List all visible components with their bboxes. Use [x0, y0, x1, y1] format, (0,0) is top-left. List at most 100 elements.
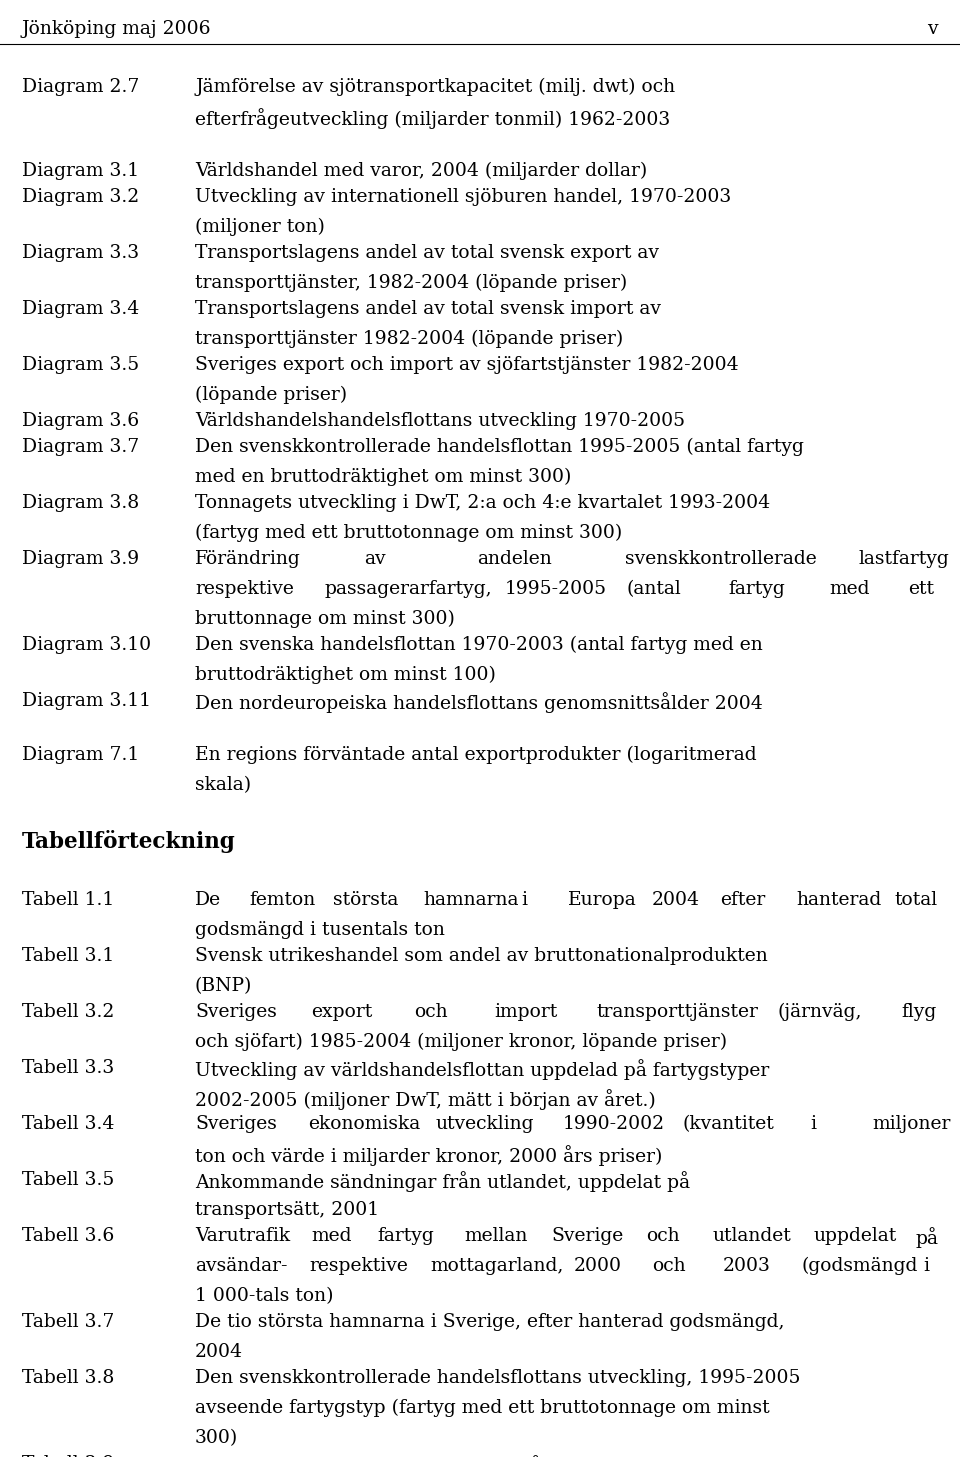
Text: mottagarland,: mottagarland,: [430, 1257, 564, 1275]
Text: Tabellförteckning: Tabellförteckning: [22, 830, 236, 852]
Text: största: största: [333, 892, 398, 909]
Text: (kvantitet: (kvantitet: [683, 1115, 775, 1134]
Text: Diagram 3.6: Diagram 3.6: [22, 412, 139, 430]
Text: av: av: [365, 549, 386, 568]
Text: 1 000-tals ton): 1 000-tals ton): [195, 1287, 333, 1305]
Text: Sveriges: Sveriges: [195, 1002, 276, 1021]
Text: efter: efter: [721, 892, 766, 909]
Text: Diagram 3.10: Diagram 3.10: [22, 637, 151, 654]
Text: Tabell 3.9: Tabell 3.9: [22, 1456, 114, 1457]
Text: Diagram 7.1: Diagram 7.1: [22, 746, 139, 763]
Text: Sveriges export och import av sjöfartstjänster 1982-2004: Sveriges export och import av sjöfartstj…: [195, 356, 738, 374]
Text: Diagram 3.2: Diagram 3.2: [22, 188, 139, 205]
Text: Diagram 3.9: Diagram 3.9: [22, 549, 139, 568]
Text: avseende fartygstyp (fartyg med ett bruttotonnage om minst: avseende fartygstyp (fartyg med ett brut…: [195, 1399, 770, 1418]
Text: Jämförelse av sjötransportkapacitet (milj. dwt) och: Jämförelse av sjötransportkapacitet (mil…: [195, 79, 675, 96]
Text: Sveriges: Sveriges: [195, 1115, 276, 1134]
Text: Tabell 3.7: Tabell 3.7: [22, 1313, 114, 1332]
Text: (antal: (antal: [627, 580, 682, 597]
Text: hamnarna: hamnarna: [423, 892, 518, 909]
Text: med: med: [829, 580, 870, 597]
Text: SIKA: Den svenska handelsflottans åldersfördelning 2003: SIKA: Den svenska handelsflottans ålders…: [195, 1456, 740, 1457]
Text: Diagram 3.7: Diagram 3.7: [22, 439, 139, 456]
Text: Jönköping maj 2006: Jönköping maj 2006: [22, 20, 211, 38]
Text: Utveckling av internationell sjöburen handel, 1970-2003: Utveckling av internationell sjöburen ha…: [195, 188, 732, 205]
Text: Diagram 3.4: Diagram 3.4: [22, 300, 139, 318]
Text: (godsmängd: (godsmängd: [802, 1257, 918, 1275]
Text: import: import: [494, 1002, 558, 1021]
Text: v: v: [927, 20, 938, 38]
Text: 2002-2005 (miljoner DwT, mätt i början av året.): 2002-2005 (miljoner DwT, mätt i början a…: [195, 1088, 656, 1110]
Text: Transportslagens andel av total svensk import av: Transportslagens andel av total svensk i…: [195, 300, 661, 318]
Text: uppdelat: uppdelat: [814, 1227, 898, 1244]
Text: Den nordeuropeiska handelsflottans genomsnittsålder 2004: Den nordeuropeiska handelsflottans genom…: [195, 692, 763, 712]
Text: lastfartyg: lastfartyg: [858, 549, 949, 568]
Text: Tabell 3.5: Tabell 3.5: [22, 1171, 114, 1189]
Text: (löpande priser): (löpande priser): [195, 386, 348, 404]
Text: med: med: [311, 1227, 351, 1244]
Text: med en bruttodräktighet om minst 300): med en bruttodräktighet om minst 300): [195, 468, 571, 487]
Text: avsändar-: avsändar-: [195, 1257, 287, 1275]
Text: godsmängd i tusentals ton: godsmängd i tusentals ton: [195, 921, 444, 938]
Text: utveckling: utveckling: [435, 1115, 534, 1134]
Text: svenskkontrollerade: svenskkontrollerade: [625, 549, 816, 568]
Text: transporttjänster: transporttjänster: [597, 1002, 758, 1021]
Text: Tabell 3.2: Tabell 3.2: [22, 1002, 114, 1021]
Text: Diagram 3.5: Diagram 3.5: [22, 356, 139, 374]
Text: respektive: respektive: [195, 580, 294, 597]
Text: bruttonnage om minst 300): bruttonnage om minst 300): [195, 610, 455, 628]
Text: Diagram 2.7: Diagram 2.7: [22, 79, 139, 96]
Text: Den svenskkontrollerade handelsflottan 1995-2005 (antal fartyg: Den svenskkontrollerade handelsflottan 1…: [195, 439, 804, 456]
Text: miljoner: miljoner: [873, 1115, 951, 1134]
Text: 2004: 2004: [652, 892, 700, 909]
Text: 2000: 2000: [573, 1257, 621, 1275]
Text: Diagram 3.8: Diagram 3.8: [22, 494, 139, 511]
Text: 2004: 2004: [195, 1343, 243, 1361]
Text: Utveckling av världshandelsflottan uppdelad på fartygstyper: Utveckling av världshandelsflottan uppde…: [195, 1059, 769, 1080]
Text: Europa: Europa: [568, 892, 637, 909]
Text: Tabell 3.1: Tabell 3.1: [22, 947, 114, 965]
Text: andelen: andelen: [476, 549, 551, 568]
Text: ett: ett: [908, 580, 934, 597]
Text: och: och: [652, 1257, 685, 1275]
Text: Tabell 3.6: Tabell 3.6: [22, 1227, 114, 1244]
Text: 300): 300): [195, 1429, 238, 1447]
Text: Tabell 1.1: Tabell 1.1: [22, 892, 114, 909]
Text: flyg: flyg: [901, 1002, 937, 1021]
Text: bruttodräktighet om minst 100): bruttodräktighet om minst 100): [195, 666, 496, 685]
Text: Världshandelshandelsflottans utveckling 1970-2005: Världshandelshandelsflottans utveckling …: [195, 412, 685, 430]
Text: Förändring: Förändring: [195, 549, 300, 568]
Text: efterfrågeutveckling (miljarder tonmil) 1962-2003: efterfrågeutveckling (miljarder tonmil) …: [195, 108, 670, 130]
Text: och sjöfart) 1985-2004 (miljoner kronor, löpande priser): och sjöfart) 1985-2004 (miljoner kronor,…: [195, 1033, 727, 1052]
Text: transporttjänster 1982-2004 (löpande priser): transporttjänster 1982-2004 (löpande pri…: [195, 329, 623, 348]
Text: Ankommande sändningar från utlandet, uppdelat på: Ankommande sändningar från utlandet, upp…: [195, 1171, 690, 1192]
Text: och: och: [646, 1227, 680, 1244]
Text: Den svenskkontrollerade handelsflottans utveckling, 1995-2005: Den svenskkontrollerade handelsflottans …: [195, 1370, 801, 1387]
Text: (järnväg,: (järnväg,: [778, 1002, 862, 1021]
Text: ton och värde i miljarder kronor, 2000 års priser): ton och värde i miljarder kronor, 2000 å…: [195, 1145, 662, 1166]
Text: 2003: 2003: [723, 1257, 771, 1275]
Text: mellan: mellan: [465, 1227, 528, 1244]
Text: En regions förväntade antal exportprodukter (logaritmerad: En regions förväntade antal exportproduk…: [195, 746, 756, 765]
Text: Tabell 3.4: Tabell 3.4: [22, 1115, 114, 1134]
Text: Tabell 3.8: Tabell 3.8: [22, 1370, 114, 1387]
Text: utlandet: utlandet: [712, 1227, 791, 1244]
Text: Sverige: Sverige: [552, 1227, 624, 1244]
Text: (miljoner ton): (miljoner ton): [195, 219, 324, 236]
Text: i: i: [521, 892, 527, 909]
Text: fartyg: fartyg: [728, 580, 784, 597]
Text: Diagram 3.1: Diagram 3.1: [22, 162, 139, 181]
Text: Världshandel med varor, 2004 (miljarder dollar): Världshandel med varor, 2004 (miljarder …: [195, 162, 647, 181]
Text: i: i: [923, 1257, 929, 1275]
Text: Transportslagens andel av total svensk export av: Transportslagens andel av total svensk e…: [195, 243, 659, 262]
Text: Svensk utrikeshandel som andel av bruttonationalprodukten: Svensk utrikeshandel som andel av brutto…: [195, 947, 768, 965]
Text: femton: femton: [250, 892, 316, 909]
Text: transporttjänster, 1982-2004 (löpande priser): transporttjänster, 1982-2004 (löpande pr…: [195, 274, 627, 293]
Text: Tabell 3.3: Tabell 3.3: [22, 1059, 114, 1077]
Text: Den svenska handelsflottan 1970-2003 (antal fartyg med en: Den svenska handelsflottan 1970-2003 (an…: [195, 637, 763, 654]
Text: respektive: respektive: [309, 1257, 408, 1275]
Text: skala): skala): [195, 777, 252, 794]
Text: på: på: [916, 1227, 939, 1249]
Text: fartyg: fartyg: [377, 1227, 434, 1244]
Text: och: och: [414, 1002, 447, 1021]
